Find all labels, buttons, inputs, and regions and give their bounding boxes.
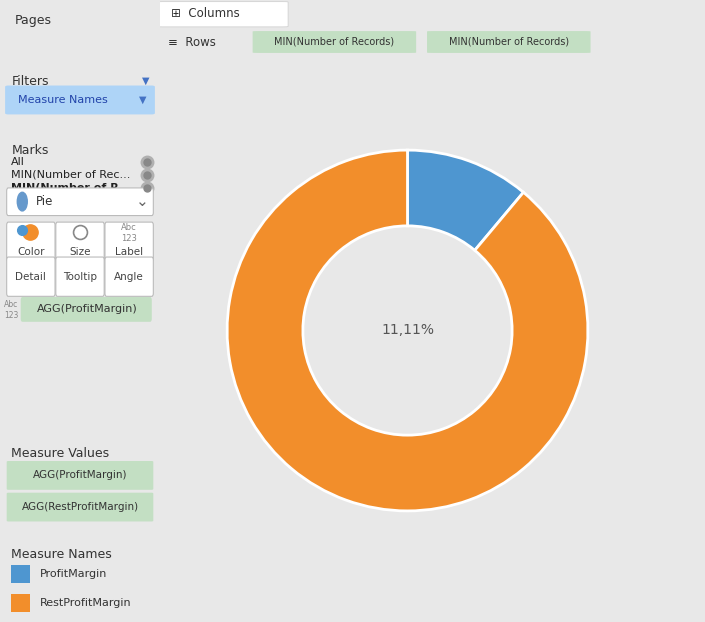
Bar bbox=[11, 593, 30, 612]
Bar bbox=[11, 565, 30, 583]
Text: Color: Color bbox=[17, 247, 44, 257]
Text: ≡  Rows: ≡ Rows bbox=[168, 35, 216, 49]
Text: ⊞  Columns: ⊞ Columns bbox=[171, 7, 240, 20]
FancyBboxPatch shape bbox=[6, 188, 153, 216]
Text: Pages: Pages bbox=[15, 14, 51, 27]
Text: Label: Label bbox=[115, 247, 143, 257]
Text: Measure Names: Measure Names bbox=[18, 95, 107, 104]
Wedge shape bbox=[407, 150, 523, 250]
FancyBboxPatch shape bbox=[6, 257, 55, 296]
FancyBboxPatch shape bbox=[56, 257, 104, 296]
Text: AGG(ProfitMargin): AGG(ProfitMargin) bbox=[32, 470, 127, 480]
Text: Size: Size bbox=[69, 247, 91, 257]
Text: Tooltip: Tooltip bbox=[63, 272, 97, 282]
FancyBboxPatch shape bbox=[6, 493, 153, 521]
Text: MIN(Number of Records): MIN(Number of Records) bbox=[449, 37, 569, 47]
Text: Filters: Filters bbox=[11, 75, 49, 88]
Text: Pie: Pie bbox=[37, 195, 54, 208]
FancyBboxPatch shape bbox=[252, 31, 416, 53]
Text: Angle: Angle bbox=[114, 272, 144, 282]
Wedge shape bbox=[227, 150, 588, 511]
Text: AGG(ProfitMargin): AGG(ProfitMargin) bbox=[37, 304, 137, 314]
Text: All: All bbox=[11, 157, 25, 167]
FancyBboxPatch shape bbox=[105, 222, 153, 261]
Text: AGG(RestProfitMargin): AGG(RestProfitMargin) bbox=[21, 502, 139, 512]
Text: ProfitMargin: ProfitMargin bbox=[39, 569, 107, 579]
FancyBboxPatch shape bbox=[56, 222, 104, 261]
FancyBboxPatch shape bbox=[105, 257, 153, 296]
Text: MIN(Number of R...: MIN(Number of R... bbox=[11, 183, 132, 193]
Text: ▼: ▼ bbox=[139, 95, 146, 104]
Text: ▼: ▼ bbox=[142, 76, 149, 86]
FancyBboxPatch shape bbox=[6, 461, 153, 490]
Text: MIN(Number of Records): MIN(Number of Records) bbox=[274, 37, 395, 47]
FancyBboxPatch shape bbox=[157, 2, 288, 27]
FancyBboxPatch shape bbox=[427, 31, 591, 53]
FancyBboxPatch shape bbox=[20, 297, 152, 322]
FancyBboxPatch shape bbox=[6, 222, 55, 261]
Text: Measure Values: Measure Values bbox=[11, 447, 109, 460]
Text: Measure Names: Measure Names bbox=[11, 548, 112, 561]
Text: 11,11%: 11,11% bbox=[381, 323, 434, 338]
Text: ⌄: ⌄ bbox=[136, 194, 149, 209]
Text: Abc
123: Abc 123 bbox=[121, 223, 137, 243]
FancyBboxPatch shape bbox=[5, 85, 155, 114]
Text: Marks: Marks bbox=[11, 144, 49, 157]
Text: RestProfitMargin: RestProfitMargin bbox=[39, 598, 131, 608]
Text: MIN(Number of Rec...: MIN(Number of Rec... bbox=[11, 170, 130, 180]
Text: Detail: Detail bbox=[16, 272, 47, 282]
Circle shape bbox=[18, 192, 27, 211]
Text: Abc
123: Abc 123 bbox=[4, 300, 18, 320]
